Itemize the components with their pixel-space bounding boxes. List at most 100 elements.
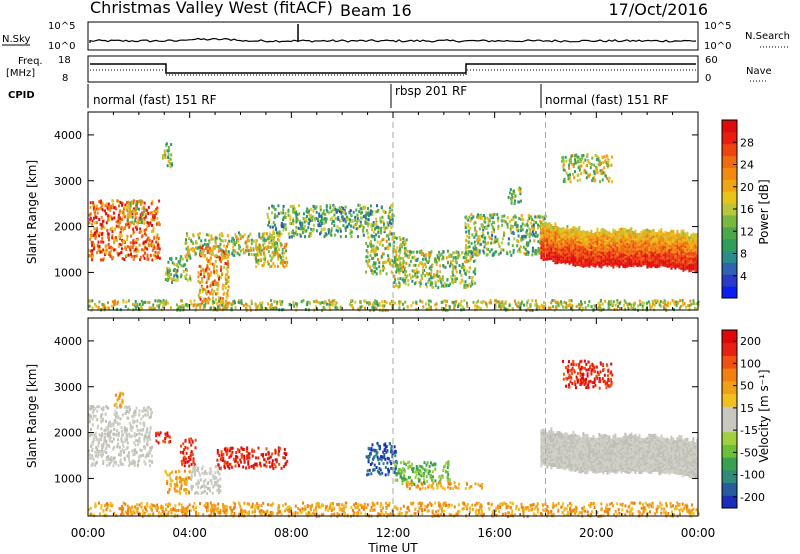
scatter-cell-0 xyxy=(146,225,149,228)
scatter-cell-8 xyxy=(396,264,399,268)
dense-cell-0 xyxy=(600,246,603,250)
scatter-cell-9 xyxy=(476,248,479,252)
scatter-cell-12 xyxy=(284,225,287,229)
scatter-cell-8 xyxy=(428,272,431,276)
scatter-cell-0 xyxy=(148,239,151,242)
scatter-cell-12 xyxy=(283,225,286,229)
scatter-cell-9 xyxy=(476,215,478,219)
dense-cell-0 xyxy=(628,239,631,242)
dense-cell-0 xyxy=(654,232,657,235)
scatter-cell-12 xyxy=(376,204,378,208)
scatter-cell-9 xyxy=(470,212,473,216)
scatter-cell-9 xyxy=(536,215,539,219)
scatter-cell-0 xyxy=(102,442,105,446)
scatter-cell-8 xyxy=(442,255,445,259)
scatter-cell-13 xyxy=(466,304,469,308)
scatter-cell-0 xyxy=(134,214,137,218)
scatter-cell-8 xyxy=(415,258,418,262)
scatter-cell-12 xyxy=(334,217,337,221)
scatter-cell-12 xyxy=(380,226,383,230)
scatter-cell-13 xyxy=(599,299,602,303)
scatter-cell-0 xyxy=(88,449,91,453)
dense-cell-0 xyxy=(542,227,545,231)
scatter-cell-11 xyxy=(601,178,604,182)
scatter-cell-0 xyxy=(124,437,127,441)
scatter-cell-12 xyxy=(332,220,335,224)
scatter-cell-9 xyxy=(475,231,478,235)
scatter-cell-12 xyxy=(326,210,329,214)
dense-cell-0 xyxy=(658,256,661,260)
scatter-cell-8 xyxy=(398,281,401,285)
dense-cell-0 xyxy=(622,238,625,242)
scatter-cell-13 xyxy=(569,304,572,308)
scatter-cell-13 xyxy=(364,299,367,303)
dense-cell-0 xyxy=(636,235,639,239)
scatter-cell-12 xyxy=(329,217,332,221)
dense-cell-0 xyxy=(556,248,559,252)
scatter-cell-12 xyxy=(330,229,333,233)
scatter-cell-13 xyxy=(225,306,228,310)
scatter-cell-9 xyxy=(541,215,544,219)
scatter-cell-9 xyxy=(492,216,495,220)
dense-cell-0 xyxy=(602,252,605,256)
scatter-cell-5 xyxy=(198,291,201,294)
scatter-cell-0 xyxy=(130,254,133,258)
dense-cell-0 xyxy=(636,259,639,263)
dense-cell-0 xyxy=(684,259,687,263)
scatter-cell-7 xyxy=(399,247,402,251)
scatter-cell-0 xyxy=(149,211,152,215)
dense-cell-0 xyxy=(676,260,679,264)
scatter-cell-9 xyxy=(481,230,484,234)
dense-cell-0 xyxy=(614,233,617,237)
scatter-cell-13 xyxy=(204,302,207,306)
scatter-cell-4 xyxy=(265,232,268,236)
scatter-cell-1 xyxy=(129,201,132,205)
scatter-cell-0 xyxy=(111,226,114,230)
scatter-cell-5 xyxy=(208,246,211,250)
power-ylabel: Slant Range [km] xyxy=(25,160,39,264)
scatter-cell-0 xyxy=(144,240,147,244)
dense-cell-0 xyxy=(610,251,613,255)
scatter-cell-4 xyxy=(188,251,191,255)
dense-cell-0 xyxy=(664,247,667,251)
scatter-cell-7 xyxy=(387,237,390,241)
scatter-cell-8 xyxy=(431,264,434,268)
scatter-cell-7 xyxy=(365,270,368,274)
scatter-cell-0 xyxy=(120,251,123,254)
scatter-cell-4 xyxy=(246,237,249,240)
scatter-cell-5 xyxy=(218,258,221,262)
dense-cell-0 xyxy=(630,231,633,234)
scatter-cell-13 xyxy=(374,306,377,310)
scatter-cell-8 xyxy=(398,271,401,275)
scatter-cell-13 xyxy=(302,299,305,303)
dense-cell-0 xyxy=(666,262,669,266)
scatter-cell-3 xyxy=(169,269,172,273)
scatter-cell-13 xyxy=(597,302,600,305)
dense-cell-0 xyxy=(632,260,635,263)
scatter-cell-13 xyxy=(508,304,511,308)
dense-cell-0 xyxy=(694,237,697,241)
scatter-cell-5 xyxy=(218,255,220,259)
scatter-cell-7 xyxy=(365,255,368,259)
scatter-cell-12 xyxy=(315,217,318,221)
dense-cell-0 xyxy=(554,246,557,250)
dense-cell-0 xyxy=(540,231,543,235)
scatter-cell-0 xyxy=(96,231,99,235)
dense-cell-0 xyxy=(560,236,563,239)
scatter-cell-8 xyxy=(398,265,401,269)
scatter-cell-4 xyxy=(237,237,240,241)
dense-cell-0 xyxy=(568,237,571,240)
scatter-cell-11 xyxy=(593,172,596,176)
dense-cell-0 xyxy=(576,254,579,258)
dense-cell-0 xyxy=(628,257,631,261)
scatter-cell-12 xyxy=(329,232,332,236)
scatter-cell-11 xyxy=(574,158,577,162)
dense-cell-0 xyxy=(634,250,637,254)
dense-cell-0 xyxy=(644,241,647,245)
scatter-cell-13 xyxy=(500,301,503,305)
dense-cell-0 xyxy=(562,235,565,239)
dense-cell-0 xyxy=(662,236,665,240)
scatter-cell-4 xyxy=(243,233,246,237)
dense-cell-0 xyxy=(600,232,603,236)
scatter-cell-13 xyxy=(665,303,668,307)
